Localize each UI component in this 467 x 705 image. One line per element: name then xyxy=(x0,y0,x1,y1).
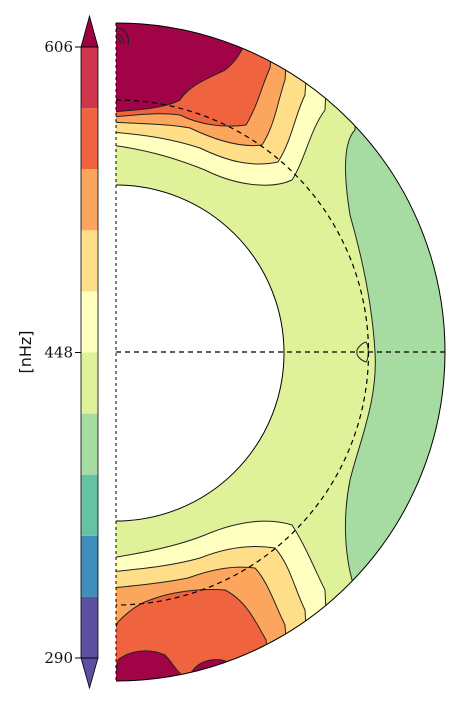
contour-half-disk xyxy=(115,22,446,682)
colorbar-segment xyxy=(81,413,98,475)
colorbar-segment xyxy=(81,169,98,231)
colorbar-segment xyxy=(81,535,98,597)
colorbar-segment xyxy=(81,352,98,414)
colorbar-tick-label: 606 xyxy=(44,38,73,56)
colorbar-over-arrow xyxy=(80,14,99,48)
colorbar-label: [nHz] xyxy=(16,330,35,373)
colorbar-tick-label: 448 xyxy=(44,344,73,362)
colorbar-under-arrow xyxy=(80,657,99,690)
colorbar-segment xyxy=(81,108,98,170)
colorbar-segment xyxy=(81,47,98,109)
colorbar-segment xyxy=(81,291,98,353)
contour-pole-rings-north xyxy=(116,27,129,46)
colorbar: 606 448 290 [nHz] xyxy=(16,14,99,690)
inner-core-boundary xyxy=(115,184,285,522)
colorbar-segment xyxy=(81,230,98,292)
colorbar-tick-label: 290 xyxy=(44,649,73,667)
colorbar-segment xyxy=(81,474,98,536)
colorbar-segment xyxy=(81,596,98,658)
colorbar-ticks: 606 448 290 xyxy=(44,38,81,667)
colorbar-segments xyxy=(81,47,98,658)
